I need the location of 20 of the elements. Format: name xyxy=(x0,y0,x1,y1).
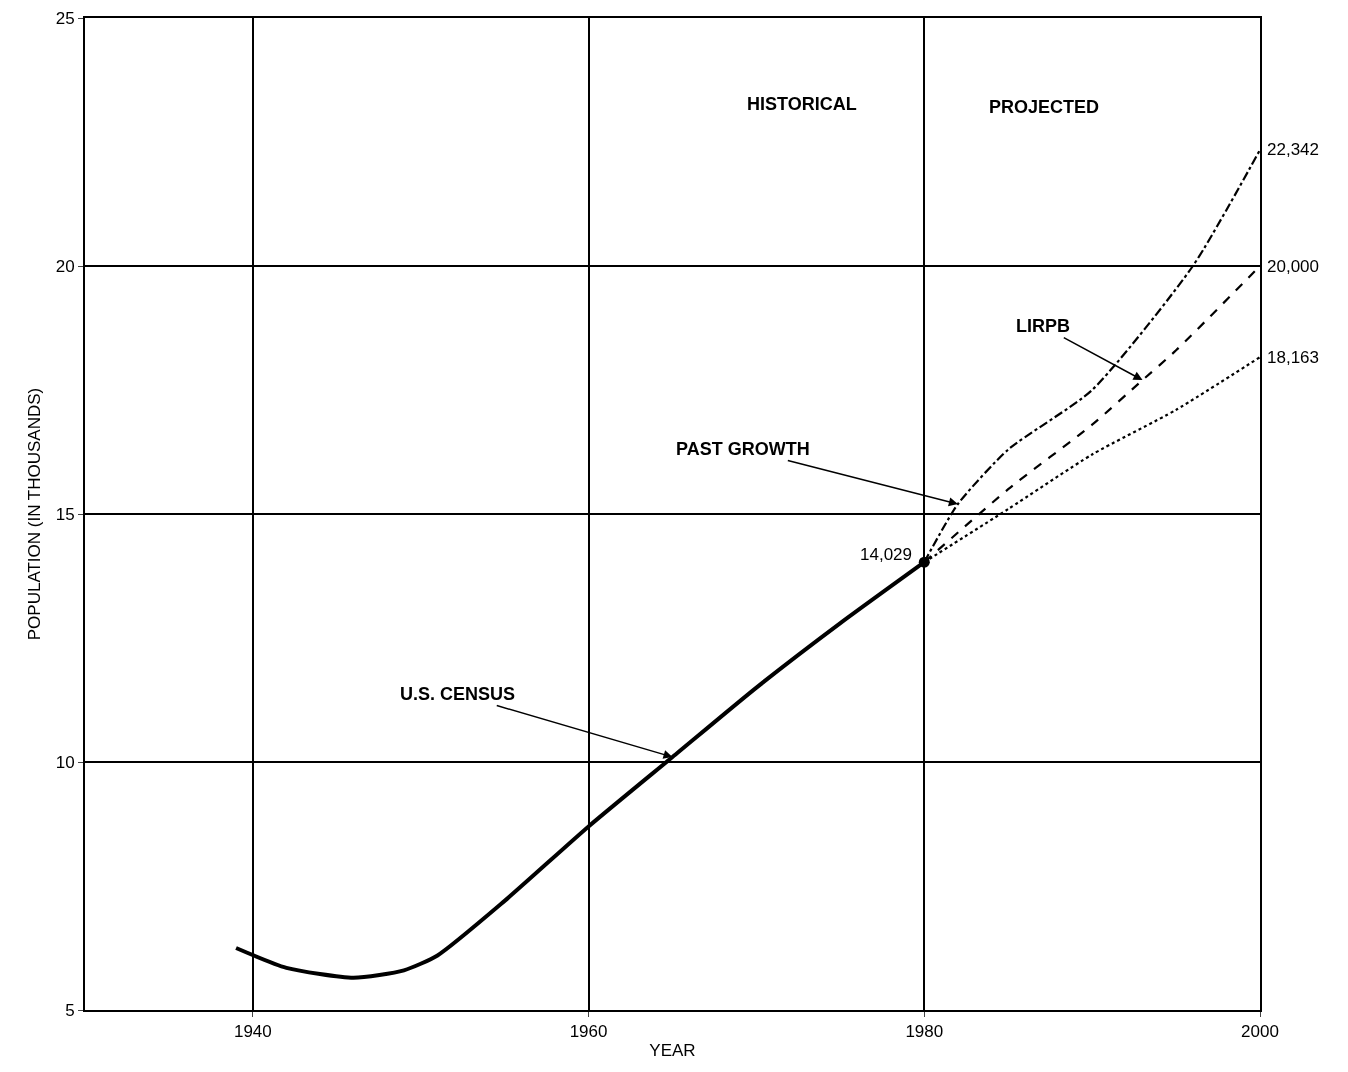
x-tick-label: 1940 xyxy=(233,1022,272,1042)
y-tick-label: 10 xyxy=(55,752,75,772)
annotation: U.S. CENSUS xyxy=(400,684,516,704)
annotation: 14,029 xyxy=(860,545,912,564)
x-tick-label: 2000 xyxy=(1241,1022,1279,1042)
annotation: LIRPB xyxy=(1016,316,1070,336)
x-tick-label: 1980 xyxy=(905,1022,944,1042)
y-tick-label: 20 xyxy=(55,256,75,276)
y-tick-label: 5 xyxy=(65,1000,75,1020)
y-tick-label: 15 xyxy=(55,504,75,524)
x-tick-label: 1960 xyxy=(569,1022,608,1042)
x-axis-title: YEAR xyxy=(649,1041,696,1061)
annotation: PAST GROWTH xyxy=(676,439,810,459)
y-axis-title: POPULATION (IN THOUSANDS) xyxy=(25,387,44,641)
annotation: HISTORICAL xyxy=(747,94,857,114)
annotation: 18,163 xyxy=(1267,348,1319,367)
annotation: 22,342 xyxy=(1267,140,1319,159)
annotation: PROJECTED xyxy=(989,97,1100,117)
y-tick-label: 25 xyxy=(55,8,75,28)
annotation: 20,000 xyxy=(1267,257,1319,276)
